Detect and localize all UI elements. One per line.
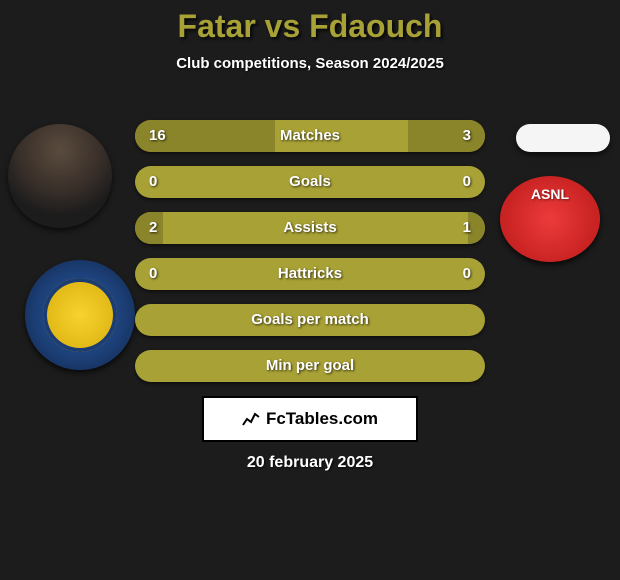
page-title: Fatar vs Fdaouch bbox=[0, 0, 620, 45]
stat-label: Hattricks bbox=[135, 258, 485, 290]
brand-icon bbox=[242, 410, 260, 428]
stats-bars: 163Matches 00Goals 21Assists 00Hattricks Goa… bbox=[135, 120, 485, 396]
player-right-avatar bbox=[516, 124, 610, 152]
brand-text: FcTables.com bbox=[266, 409, 378, 429]
brand-band: FcTables.com bbox=[202, 396, 418, 442]
stat-label: Assists bbox=[135, 212, 485, 244]
stat-row: 00Hattricks bbox=[135, 258, 485, 290]
club-right-badge bbox=[500, 176, 600, 262]
stat-label: Matches bbox=[135, 120, 485, 152]
stat-label: Goals bbox=[135, 166, 485, 198]
stat-row: Goals per match bbox=[135, 304, 485, 336]
stat-row: Min per goal bbox=[135, 350, 485, 382]
stat-row: 163Matches bbox=[135, 120, 485, 152]
stat-row: 21Assists bbox=[135, 212, 485, 244]
stat-label: Goals per match bbox=[135, 304, 485, 336]
club-left-badge bbox=[25, 260, 135, 370]
stat-label: Min per goal bbox=[135, 350, 485, 382]
date-line: 20 february 2025 bbox=[0, 454, 620, 472]
subtitle: Club competitions, Season 2024/2025 bbox=[0, 55, 620, 72]
stat-row: 00Goals bbox=[135, 166, 485, 198]
player-left-avatar bbox=[8, 124, 112, 228]
